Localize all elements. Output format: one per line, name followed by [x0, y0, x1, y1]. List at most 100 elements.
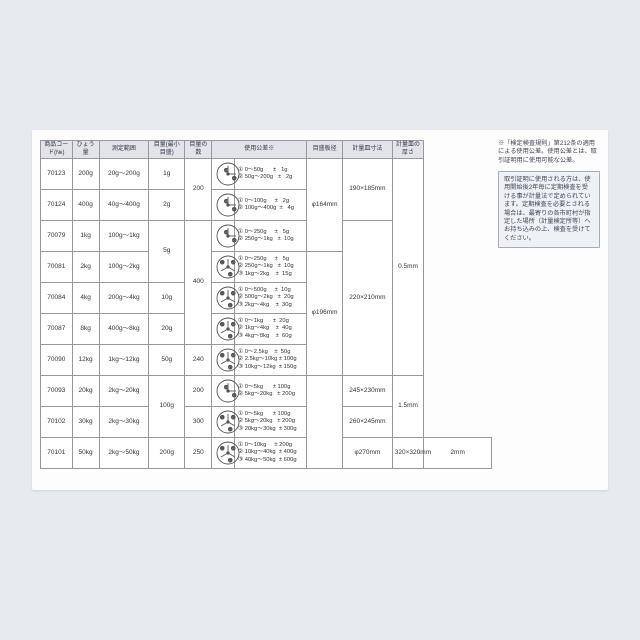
cell: ①②③ [212, 407, 235, 438]
svg-text:②: ② [228, 272, 233, 278]
svg-text:③: ③ [220, 322, 225, 328]
table-row: 700844kg200g～4kg10g①②③① 0～500g ± 10g ② 5… [41, 283, 492, 314]
svg-text:②: ② [232, 207, 237, 213]
cell: 2kg～50kg [99, 438, 149, 469]
cell: 2g [149, 190, 185, 221]
cell: ① 0～1kg ± 20g ② 1kg～4kg ± 40g ③ 4kg～8kg … [234, 314, 306, 345]
table-row: 700791kg100g～1kg5g400①②① 0～250g ± 5g ② 2… [41, 221, 492, 252]
cell: 12kg [72, 345, 99, 376]
cell: ①②③ [212, 345, 235, 376]
cell: 70124 [41, 190, 73, 221]
cell: ① 0～250g ± 5g ② 250g～1kg ± 10g [234, 221, 306, 252]
cell: 200g [149, 438, 185, 469]
cell: ①② [212, 159, 235, 190]
col-header: 目量(最小目盛) [149, 141, 185, 159]
cell: 100g [149, 376, 185, 438]
svg-text:②: ② [232, 393, 237, 399]
side-notes: ※「検定検査規則」第212条の適用による使用公差。使用公差とは、取引証明用に使用… [498, 140, 600, 480]
cell: 4kg [72, 283, 99, 314]
cell: 260×245mm [343, 407, 393, 438]
cell [307, 376, 343, 469]
svg-text:①: ① [231, 446, 236, 452]
col-header: ひょう量 [72, 141, 99, 159]
table-row: 700878kg400g～8kg20g①②③① 0～1kg ± 20g ② 1k… [41, 314, 492, 345]
svg-text:③: ③ [220, 291, 225, 297]
cell: 200g [72, 159, 99, 190]
cell: 70101 [41, 438, 73, 469]
svg-text:①: ① [224, 230, 229, 236]
cell: 220×210mm [343, 221, 393, 376]
cell: 1.5mm [392, 376, 424, 438]
cell: 30kg [72, 407, 99, 438]
svg-text:①: ① [231, 260, 236, 266]
table-row: 7009012kg1kg～12kg50g240①②③① 0～2.5kg ± 50… [41, 345, 492, 376]
cell: 2kg～30kg [99, 407, 149, 438]
cell: 20g [149, 314, 185, 345]
svg-text:①: ① [224, 385, 229, 391]
col-header: 目量の数 [185, 141, 212, 159]
cell: φ270mm [343, 438, 393, 469]
cell: ①② [212, 376, 235, 407]
cell: 70079 [41, 221, 73, 252]
svg-text:②: ② [228, 458, 233, 464]
svg-text:②: ② [228, 427, 233, 433]
cell: 20kg [72, 376, 99, 407]
cell: ①② [212, 190, 235, 221]
cell: ① ②③ [212, 252, 235, 283]
col-header: 測定範囲 [99, 141, 149, 159]
cell: 2mm [424, 438, 492, 469]
svg-text:①: ① [231, 322, 236, 328]
svg-text:②: ② [228, 334, 233, 340]
cell: 300 [185, 407, 212, 438]
svg-text:①: ① [224, 168, 229, 174]
col-header: 計量皿の厚さ [392, 141, 424, 159]
table-wrapper: 商品コード(№)ひょう量測定範囲目量(最小目盛)目量の数使用公差※目盛板径計量皿… [40, 140, 492, 480]
cell: ① 0～5kg ± 100g ② 5kg～20kg ± 200g ③ 20kg～… [234, 407, 306, 438]
svg-text:①: ① [231, 353, 236, 359]
col-header: 計量皿寸法 [343, 141, 393, 159]
cell: 70123 [41, 159, 73, 190]
cell: 1kg [72, 221, 99, 252]
svg-text:①: ① [231, 415, 236, 421]
cell: 200g～4kg [99, 283, 149, 314]
svg-text:①: ① [224, 199, 229, 205]
table-body: 70123200g20g～200g1g200①②① 0～50g ± 1g ② 5… [41, 159, 492, 469]
svg-text:②: ② [232, 176, 237, 182]
cell: 2kg～20kg [99, 376, 149, 407]
cell: ① 0～5kg ± 100g ② 5kg～20kg ± 200g [234, 376, 306, 407]
cell: 70102 [41, 407, 73, 438]
col-header: 商品コード(№) [41, 141, 73, 159]
cell: 10g [149, 283, 185, 314]
cell: 20g～200g [99, 159, 149, 190]
cell: ① 0～500g ± 10g ② 500g～2kg ± 20g ③ 2kg～4k… [234, 283, 306, 314]
cell: 400g [72, 190, 99, 221]
cell: 100g～2kg [99, 252, 149, 283]
svg-text:③: ③ [220, 446, 225, 452]
cell: 200 [185, 159, 212, 221]
cell: ① ②③ [212, 314, 235, 345]
col-header: 使用公差※ [212, 141, 307, 159]
cell: 400g～8kg [99, 314, 149, 345]
col-header: 目盛板径 [307, 141, 343, 159]
svg-text:③: ③ [220, 260, 225, 266]
spec-sheet: 商品コード(№)ひょう量測定範囲目量(最小目盛)目量の数使用公差※目盛板径計量皿… [32, 130, 608, 490]
cell: 250 [185, 438, 212, 469]
cell: 50g [149, 345, 185, 376]
cell: 240 [185, 345, 212, 376]
cell: 70081 [41, 252, 73, 283]
cell: φ164mm [307, 159, 343, 252]
cell: ① 0～250g ± 5g ② 250g～1kg ± 10g ③ 1kg～2kg… [234, 252, 306, 283]
svg-text:①: ① [231, 291, 236, 297]
table-header-row: 商品コード(№)ひょう量測定範囲目量(最小目盛)目量の数使用公差※目盛板径計量皿… [41, 141, 492, 159]
cell: 400 [185, 221, 212, 345]
table-row: 70123200g20g～200g1g200①②① 0～50g ± 1g ② 5… [41, 159, 492, 190]
cell: 245×230mm [343, 376, 393, 407]
cell: 40g～400g [99, 190, 149, 221]
svg-text:②: ② [228, 303, 233, 309]
cell: 50kg [72, 438, 99, 469]
footnote-tolerance: ※「検定検査規則」第212条の適用による使用公差。使用公差とは、取引証明用に使用… [498, 140, 600, 165]
table-row: 70124400g40g～400g2g①②① 0～100g ± 2g ② 100… [41, 190, 492, 221]
cell: 0.5mm [392, 159, 424, 376]
svg-text:②: ② [232, 238, 237, 244]
table-row: 7010150kg2kg～50kg200g250①②③① 0～10kg ± 20… [41, 438, 492, 469]
